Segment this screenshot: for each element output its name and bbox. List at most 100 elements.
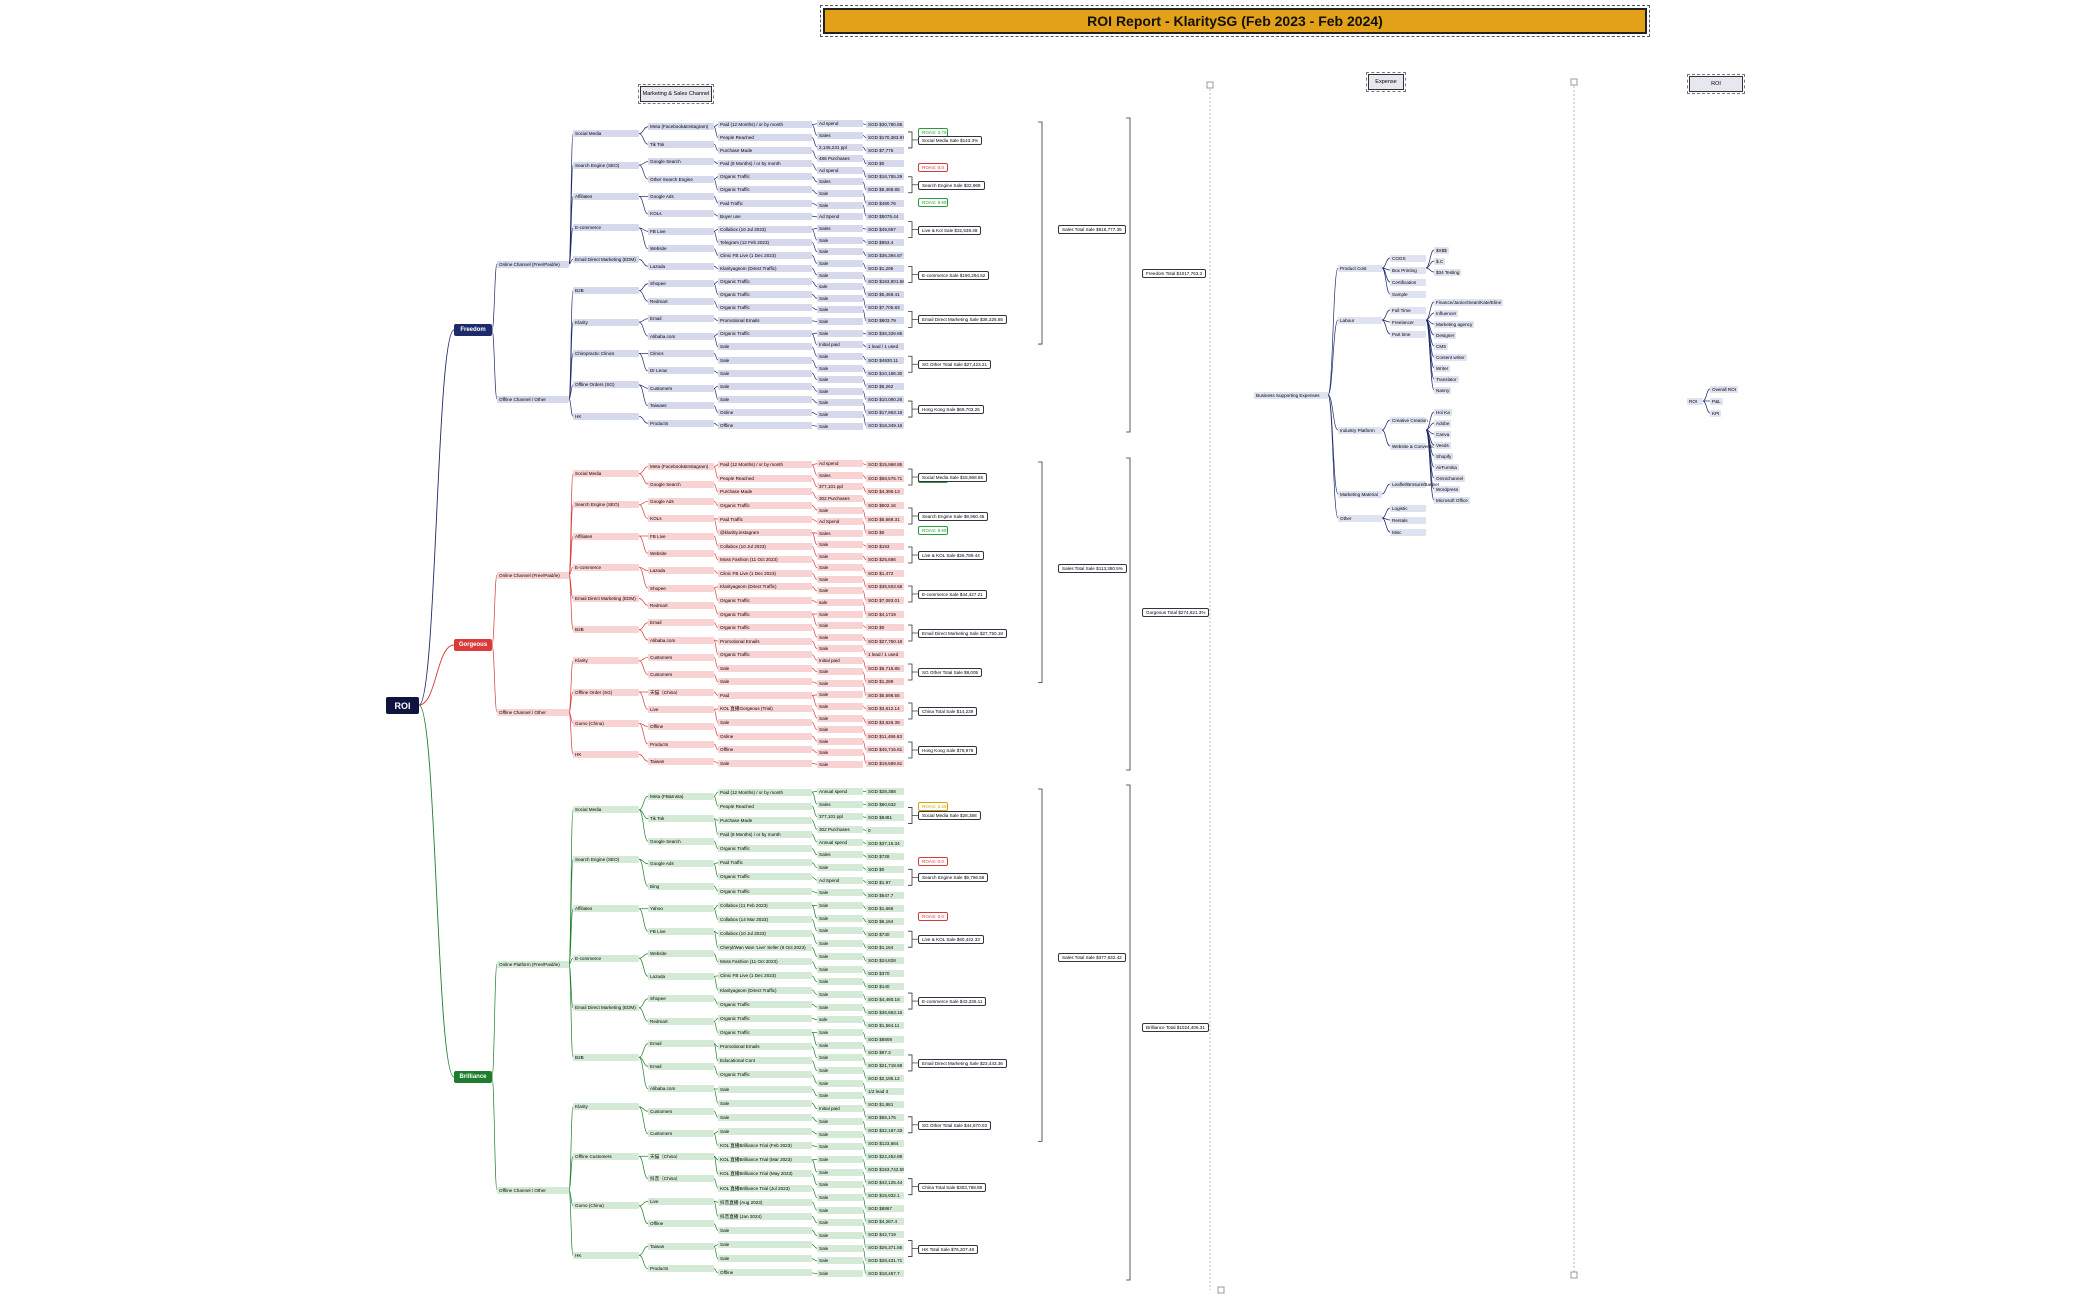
metric-node[interactable]: 377,101 ppl bbox=[817, 483, 863, 491]
value-node[interactable]: SGD $42,125.44 bbox=[866, 1178, 904, 1186]
source-node[interactable]: Meta (Facebook&Instagram) bbox=[648, 463, 714, 471]
detail-node[interactable]: Buyer use bbox=[718, 212, 812, 220]
metric-node[interactable]: Sale bbox=[817, 889, 863, 897]
value-node[interactable]: SGD $8867 bbox=[866, 1204, 904, 1212]
value-node[interactable]: SGD $1.97 bbox=[866, 879, 904, 887]
metric-node[interactable]: Sale bbox=[817, 737, 863, 745]
metric-node[interactable]: Sale bbox=[817, 990, 863, 998]
source-node[interactable]: Lazada bbox=[648, 972, 714, 980]
metric-node[interactable]: Sale bbox=[817, 1130, 863, 1138]
detail-node[interactable]: Organic Traffic bbox=[718, 173, 812, 181]
metric-node[interactable]: 302 Purchases bbox=[817, 494, 863, 502]
metric-node[interactable]: Ad Spend bbox=[817, 518, 863, 526]
detail-node[interactable]: KOL 直播Brilliance Trial (Jul 2023) bbox=[718, 1184, 812, 1192]
metric-node[interactable]: Sale bbox=[817, 294, 863, 302]
detail-node[interactable]: KOL 直播Gorgeous (Trial) bbox=[718, 705, 812, 713]
value-node[interactable]: SGD $4,396.13 bbox=[866, 488, 904, 496]
source-node[interactable]: KOLs bbox=[648, 210, 714, 218]
expense-item-node[interactable]: COGS bbox=[1390, 254, 1426, 262]
value-node[interactable]: SGD $7,705.83 bbox=[866, 304, 904, 312]
metric-node[interactable]: Sale bbox=[817, 387, 863, 395]
value-node[interactable]: SGD $5,262 bbox=[866, 382, 904, 390]
detail-node[interactable]: Sale bbox=[718, 1085, 812, 1093]
value-node[interactable]: SGD $5,469.41 bbox=[866, 291, 904, 299]
roi-summary-item[interactable]: KPI bbox=[1710, 409, 1722, 417]
detail-node[interactable]: Clinic FB Live (1 Dec 2023) bbox=[718, 569, 812, 577]
subtotal-box[interactable]: SG Other Total Sale $8,005 bbox=[918, 668, 983, 677]
detail-node[interactable]: Clinic FB Live (1 Dec 2023) bbox=[718, 972, 812, 980]
detail-node[interactable]: Sale bbox=[718, 369, 812, 377]
metric-node[interactable]: Sale bbox=[817, 1143, 863, 1151]
metric-node[interactable]: Sale bbox=[817, 978, 863, 986]
value-node[interactable]: SGD $97.3 bbox=[866, 1048, 904, 1056]
source-node[interactable]: Meta (Facebook&Instagram) bbox=[648, 123, 714, 131]
expense-sub-node[interactable]: Adobe bbox=[1434, 419, 1452, 427]
expense-sub-node[interactable]: CMS bbox=[1434, 342, 1449, 350]
value-node[interactable]: SGD $730 bbox=[866, 931, 904, 939]
source-node[interactable]: Google Ads bbox=[648, 193, 714, 200]
detail-node[interactable]: Sale bbox=[718, 719, 812, 727]
value-node[interactable]: SGD $15,932.1 bbox=[866, 1191, 904, 1199]
expense-sub-node[interactable]: Hoi Ka bbox=[1434, 408, 1452, 416]
source-node[interactable]: Email bbox=[648, 1062, 714, 1070]
metric-node[interactable]: Sale bbox=[817, 364, 863, 372]
channel-node[interactable]: Online Channel (Free/Paid/ie) bbox=[497, 571, 569, 579]
detail-node[interactable]: Organic Traffic bbox=[718, 278, 812, 286]
value-node[interactable]: SGD $4,267.4 bbox=[866, 1217, 904, 1225]
value-node[interactable]: 1 lead / 1 used bbox=[866, 343, 904, 351]
subtotal-box[interactable]: China Total Sale $303,768.88 bbox=[918, 1182, 987, 1192]
brand-total-box[interactable]: Gorgeous Total $274,621.3% bbox=[1142, 607, 1210, 617]
value-node[interactable]: SGD $65,175 bbox=[866, 1113, 904, 1121]
value-node[interactable]: SGD $24,828 bbox=[866, 957, 904, 965]
metric-node[interactable]: Sale bbox=[817, 318, 863, 326]
brand-freedom[interactable]: Freedom bbox=[454, 324, 492, 336]
value-node[interactable]: SGD $4930.11 bbox=[866, 356, 904, 364]
expense-sub-node[interactable]: Writer bbox=[1434, 364, 1451, 372]
expense-item-node[interactable]: Leaflet/Brosure/Banner bbox=[1390, 480, 1440, 488]
source-node[interactable]: Customers bbox=[648, 384, 714, 392]
value-node[interactable]: SGD $42,719 bbox=[866, 1230, 904, 1238]
source-node[interactable]: Alibaba.com bbox=[648, 332, 714, 340]
detail-node[interactable]: Purchase Made bbox=[718, 488, 812, 496]
detail-node[interactable]: Organic Traffic bbox=[718, 291, 812, 299]
detail-node[interactable]: KOL 直播Brilliance Trial (Feb 2023) bbox=[718, 1142, 812, 1150]
detail-node[interactable]: Organic Traffic bbox=[718, 651, 812, 659]
value-node[interactable]: SGD $0 bbox=[866, 529, 904, 537]
metric-node[interactable]: Annual spend bbox=[817, 838, 863, 846]
expense-item-node[interactable]: Rentals bbox=[1390, 516, 1426, 524]
value-node[interactable]: SGD $1,564.11 bbox=[866, 1022, 904, 1030]
expense-item-node[interactable]: Freelancer bbox=[1390, 318, 1426, 326]
metric-node[interactable]: Sale bbox=[817, 1029, 863, 1036]
metric-node[interactable]: Sale bbox=[817, 864, 863, 871]
source-node[interactable]: Customers bbox=[648, 1107, 714, 1115]
category-node[interactable]: Klarity bbox=[573, 657, 639, 665]
detail-node[interactable]: Sale bbox=[718, 1099, 812, 1107]
detail-node[interactable]: Moss Fashion (11 Oct 2023) bbox=[718, 958, 812, 966]
subtotal-box[interactable]: Hong Kong Sale $78,976 bbox=[918, 746, 978, 755]
sales-total-box[interactable]: Sales Total Sale $377,632.42 bbox=[1058, 953, 1126, 963]
value-node[interactable]: SGD $1,472 bbox=[866, 569, 904, 577]
detail-node[interactable]: Collabox (10 Jul 2023) bbox=[718, 225, 812, 233]
subtotal-box[interactable]: Live & KOL Sale $60,442.33 bbox=[918, 935, 984, 945]
source-node[interactable]: Offline bbox=[648, 723, 714, 731]
metric-node[interactable]: Sales bbox=[817, 529, 863, 537]
source-node[interactable]: Customers bbox=[648, 671, 714, 679]
source-node[interactable]: 天猫（China） bbox=[648, 688, 714, 696]
source-node[interactable]: Redmart bbox=[648, 601, 714, 609]
expense-sub-node[interactable]: Omnichannel bbox=[1434, 474, 1466, 482]
expense-sub-node[interactable]: Shopify bbox=[1434, 452, 1454, 460]
subtotal-box[interactable]: Live & Kol Sale $32,538.48 bbox=[918, 225, 982, 235]
expense-sub-node[interactable]: Influencer bbox=[1434, 309, 1459, 317]
subtotal-box[interactable]: Email Direct Marketing Sale $36,326.85 bbox=[918, 315, 1007, 325]
expense-root-node[interactable]: Business Supporting Expenses bbox=[1254, 392, 1328, 399]
value-node[interactable]: SGD $45,716.61 bbox=[866, 746, 904, 754]
metric-node[interactable]: Sale bbox=[817, 940, 863, 948]
detail-node[interactable]: Sale bbox=[718, 1227, 812, 1234]
value-node[interactable]: SGD $1,881 bbox=[866, 1100, 904, 1108]
category-node[interactable]: Chiropractic Clinics bbox=[573, 350, 639, 357]
metric-node[interactable]: Sale bbox=[817, 610, 863, 618]
source-node[interactable]: Website bbox=[648, 950, 714, 958]
value-node[interactable]: SGD $3,612.14 bbox=[866, 705, 904, 713]
expense-item-node[interactable]: Logistic bbox=[1390, 504, 1426, 512]
category-node[interactable]: Affiliates bbox=[573, 532, 639, 540]
